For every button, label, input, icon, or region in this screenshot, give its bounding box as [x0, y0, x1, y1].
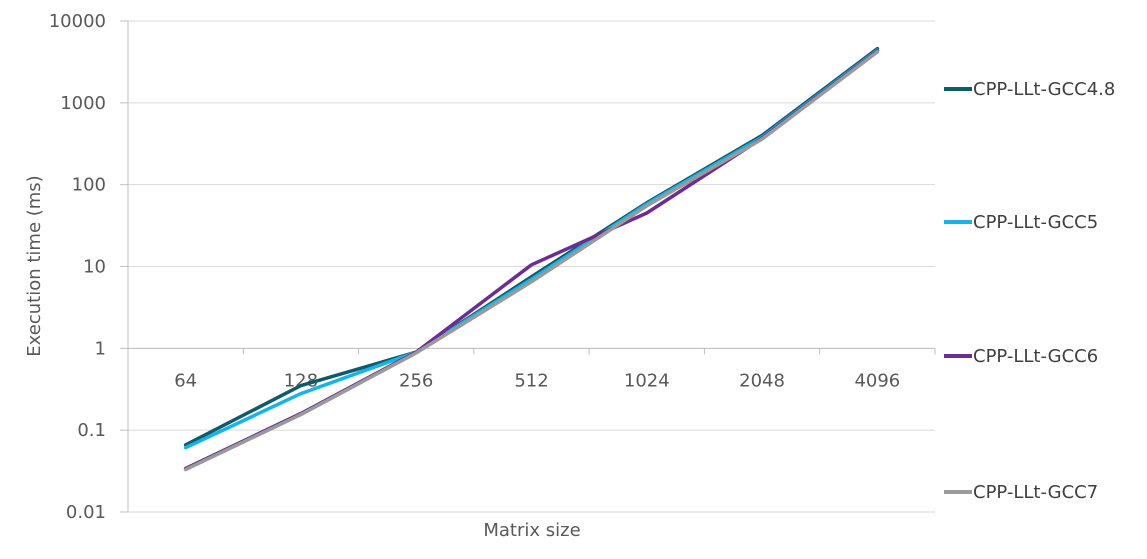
x-tick-label: 2048 — [739, 370, 785, 391]
x-tick-label: 128 — [284, 370, 318, 391]
x-tick-label: 64 — [174, 370, 197, 391]
x-tick-label: 256 — [399, 370, 433, 391]
legend: CPP-LLt-GCC4.8 CPP-LLt-GCC5 CPP-LLt-GCC6 CP… — [944, 79, 1115, 503]
y-tick-label: 100 — [72, 175, 106, 196]
y-tick-label: 0.01 — [66, 502, 106, 523]
series-line-cpp-llt-gcc7 — [183, 50, 880, 472]
axes: 0.01 0.1 1 10 100 1000 10000 64 128 256 512 1024 204… — [49, 11, 936, 523]
series-lines — [183, 46, 880, 472]
legend-label: CPP-LLt-GCC6 — [973, 346, 1098, 367]
x-tick-label: 512 — [514, 370, 548, 391]
y-tick-label: 0.1 — [77, 420, 106, 441]
series-line-cpp-llt-gcc6 — [183, 49, 880, 471]
y-tick-label: 1 — [95, 338, 106, 359]
legend-label: CPP-LLt-GCC5 — [973, 212, 1098, 233]
y-tick-label: 10000 — [49, 11, 106, 32]
y-axis-title: Execution time (ms) — [24, 175, 45, 356]
x-axis-title: Matrix size — [483, 520, 580, 541]
x-tick-label: 1024 — [624, 370, 670, 391]
x-tick-label: 4096 — [854, 370, 900, 391]
y-tick-label: 10 — [83, 257, 106, 278]
legend-label: CPP-LLt-GCC4.8 — [973, 79, 1115, 100]
legend-label: CPP-LLt-GCC7 — [973, 482, 1098, 503]
y-tick-label: 1000 — [60, 93, 106, 114]
